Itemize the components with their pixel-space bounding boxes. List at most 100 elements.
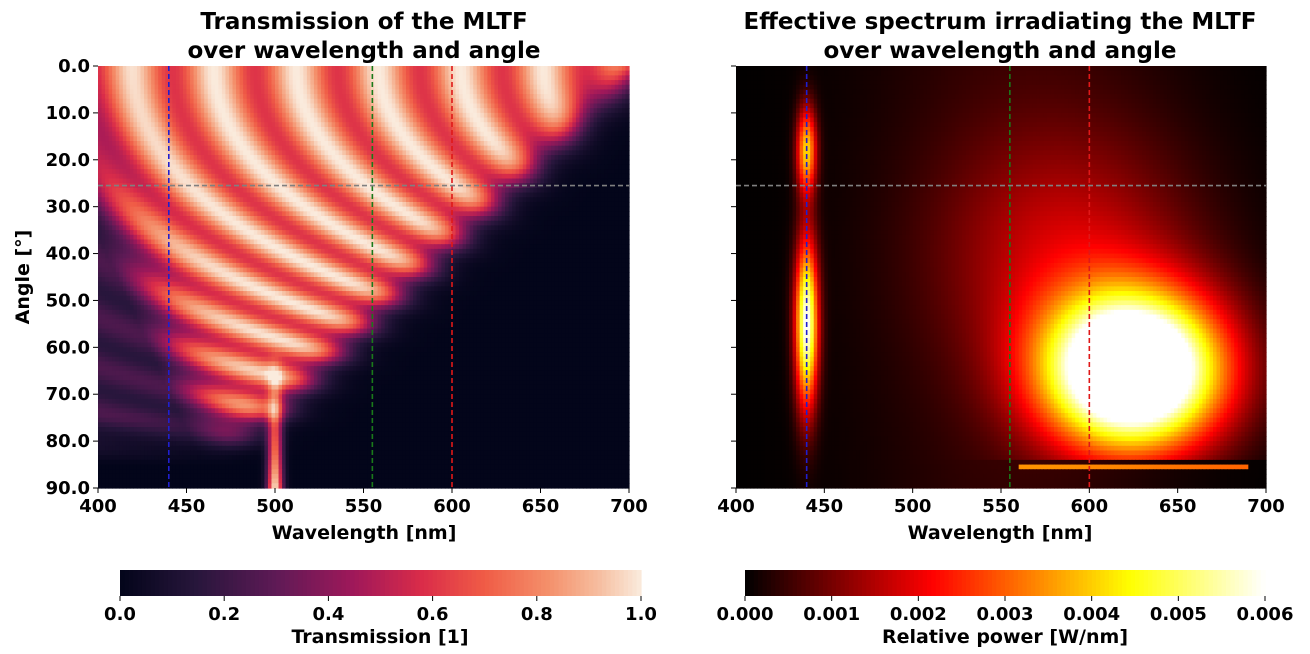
heatmap-cell	[112, 216, 117, 222]
heatmap-cell	[296, 201, 301, 208]
heatmap-cell	[621, 122, 627, 128]
heatmap-cell	[147, 131, 152, 137]
heatmap-cell	[551, 187, 556, 194]
heatmap-cell	[165, 122, 170, 128]
heatmap-cell	[494, 131, 499, 137]
heatmap-cell	[207, 131, 212, 137]
heatmap-cell	[356, 159, 361, 166]
heatmap-cell	[271, 173, 276, 180]
heatmap-cell	[328, 173, 333, 180]
heatmap-cell	[409, 178, 414, 184]
heatmap-cell	[349, 178, 354, 184]
heatmap-cell	[335, 112, 340, 119]
heatmap-cell	[115, 169, 120, 175]
heatmap-cell	[289, 173, 294, 180]
heatmap-cell	[398, 94, 404, 100]
heatmap-cell	[299, 173, 304, 180]
heatmap-cell	[533, 70, 538, 76]
heatmap-cell	[214, 192, 219, 198]
heatmap-cell	[515, 126, 520, 133]
heatmap-cell	[306, 206, 311, 212]
heatmap-cell	[296, 89, 301, 95]
heatmap-cell	[221, 197, 227, 203]
heatmap-cell	[172, 108, 177, 114]
heatmap-cell	[214, 103, 219, 109]
heatmap-cell	[168, 75, 173, 81]
heatmap-cell	[501, 80, 506, 86]
heatmap-cell	[214, 108, 219, 114]
heatmap-cell	[374, 211, 379, 217]
heatmap-cell	[561, 131, 566, 137]
heatmap-cell	[190, 112, 195, 119]
heatmap-cell	[519, 164, 524, 170]
heatmap-cell	[211, 108, 216, 114]
heatmap-cell	[356, 80, 361, 86]
heatmap-cell	[197, 183, 202, 189]
heatmap-cell	[126, 108, 131, 114]
heatmap-cell	[98, 112, 103, 119]
heatmap-cell	[140, 145, 145, 151]
heatmap-cell	[356, 112, 361, 119]
heatmap-cell	[175, 183, 181, 189]
heatmap-cell	[363, 150, 368, 156]
heatmap-cell	[469, 192, 474, 198]
heatmap-cell	[490, 141, 496, 147]
heatmap-cell	[618, 108, 623, 114]
heatmap-cell	[278, 211, 283, 217]
heatmap-cell	[299, 84, 304, 91]
heatmap-cell	[321, 141, 326, 147]
heatmap-cell	[144, 75, 149, 81]
heatmap-cell	[126, 136, 131, 142]
heatmap-cell	[151, 84, 156, 91]
heatmap-cell	[604, 136, 609, 142]
heatmap-cell	[239, 216, 244, 222]
heatmap-cell	[218, 89, 223, 95]
heatmap-cell	[409, 197, 414, 203]
heatmap-cell	[211, 70, 216, 76]
heatmap-cell	[582, 145, 588, 151]
heatmap-cell	[98, 164, 103, 170]
heatmap-cell	[260, 201, 265, 208]
heatmap-cell	[452, 178, 457, 184]
heatmap-cell	[317, 66, 322, 72]
heatmap-cell	[310, 94, 315, 100]
heatmap-cell	[575, 141, 581, 147]
heatmap-cell	[310, 197, 315, 203]
heatmap-cell	[359, 75, 365, 81]
heatmap-cell	[600, 173, 605, 180]
heatmap-cell	[140, 201, 145, 208]
heatmap-cell	[250, 150, 255, 156]
heatmap-cell	[338, 136, 343, 142]
heatmap-cell	[533, 126, 538, 133]
heatmap-cell	[498, 155, 503, 161]
heatmap-cell	[342, 84, 347, 91]
heatmap-cell	[420, 206, 425, 212]
heatmap-cell	[352, 94, 358, 100]
heatmap-cell	[296, 84, 301, 91]
heatmap-cell	[317, 150, 322, 156]
heatmap-cell	[140, 187, 145, 194]
heatmap-cell	[200, 220, 205, 227]
heatmap-cell	[377, 108, 382, 114]
heatmap-cell	[207, 112, 212, 119]
heatmap-cell	[611, 187, 616, 194]
heatmap-cell	[466, 155, 471, 161]
heatmap-cell	[391, 169, 396, 175]
heatmap-cell	[338, 201, 343, 208]
heatmap-cell	[321, 126, 326, 133]
heatmap-cell	[498, 80, 503, 86]
heatmap-cell	[441, 201, 446, 208]
heatmap-cell	[536, 169, 542, 175]
heatmap-cell	[381, 70, 386, 76]
heatmap-cell	[179, 89, 184, 95]
heatmap-cell	[289, 131, 294, 137]
heatmap-cell	[452, 173, 457, 180]
heatmap-cell	[250, 66, 255, 72]
heatmap-cell	[614, 145, 619, 151]
heatmap-cell	[140, 192, 145, 198]
heatmap-cell	[140, 117, 145, 123]
heatmap-cell	[204, 145, 209, 151]
heatmap-cell	[565, 66, 570, 72]
heatmap-cell	[225, 197, 230, 203]
heatmap-cell	[512, 117, 517, 123]
